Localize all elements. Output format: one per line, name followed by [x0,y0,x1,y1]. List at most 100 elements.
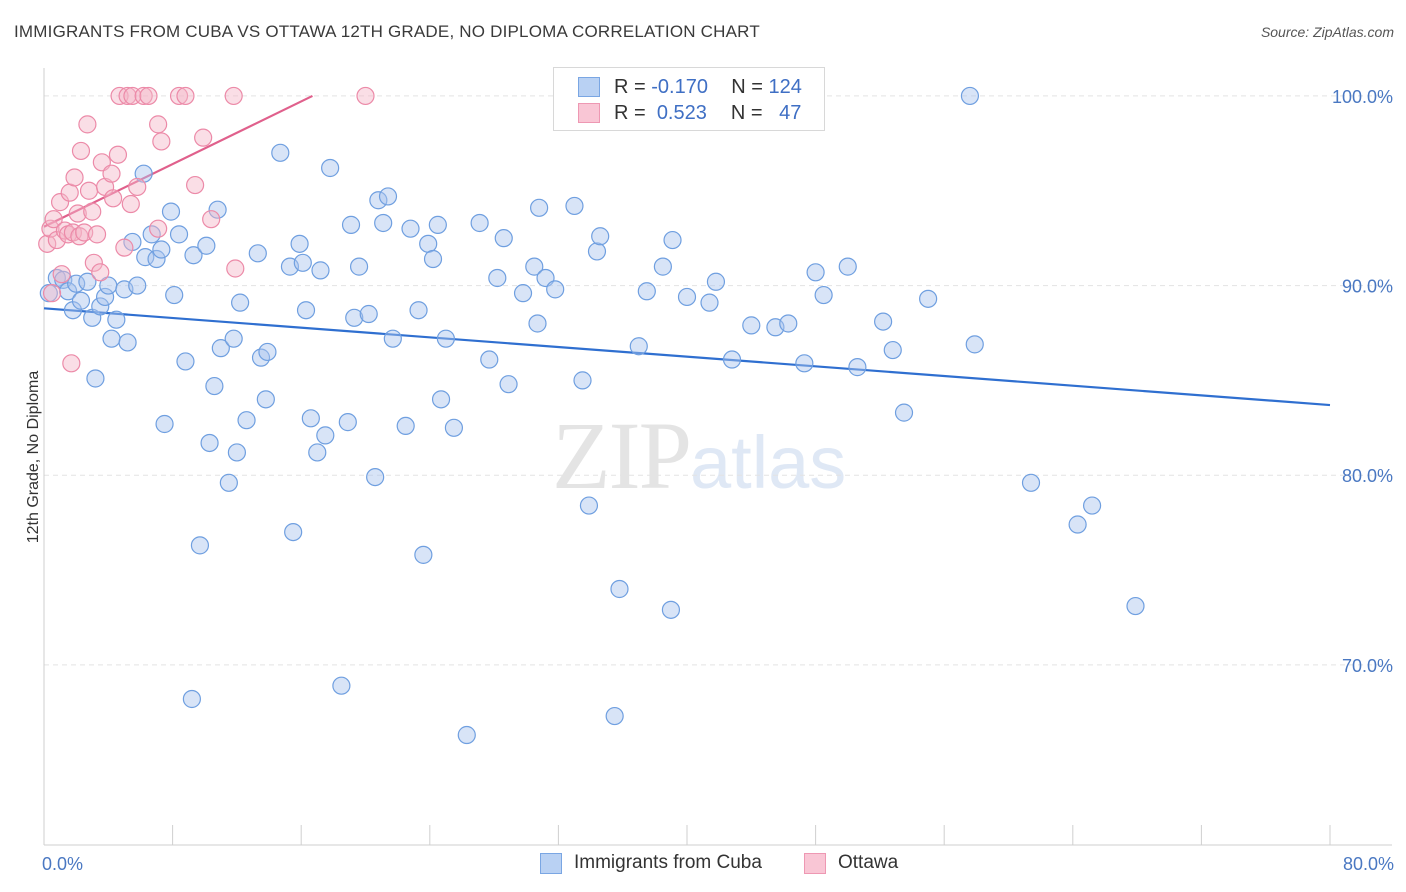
point-cuba [414,545,433,564]
trend-line-ottawa [43,94,313,228]
trend-lines [43,94,1331,407]
point-cuba [136,248,155,267]
series-swatch-cuba [540,852,562,874]
point-cuba [428,215,447,234]
point-cuba [661,600,681,619]
point-cuba [161,202,181,221]
point-cuba [383,329,402,348]
point-ottawa [149,115,168,134]
point-cuba [165,285,184,305]
point-cuba [200,433,219,453]
x-tick-label: 80.0% [1343,854,1394,874]
point-cuba [629,337,648,356]
point-cuba [338,413,357,432]
legend-n-label: N = [731,75,763,98]
point-cuba [271,143,290,162]
point-cuba [296,301,316,320]
point-cuba [480,350,499,369]
point-ottawa [52,265,71,284]
point-cuba [565,196,584,216]
point-cuba [227,443,246,462]
point-cuba [1126,596,1145,616]
point-cuba [546,280,565,299]
point-ottawa [83,202,102,221]
y-tick-label: 70.0% [1342,656,1393,676]
point-cuba [321,158,340,178]
series-legend-ottawa[interactable]: Ottawa [804,852,898,874]
point-ottawa [102,164,121,183]
point-cuba [366,468,385,487]
point-cuba [401,219,420,238]
point-cuba [224,329,243,348]
point-cuba [419,234,438,253]
point-ottawa [356,86,375,106]
point-cuba [874,312,893,331]
point-cuba [1068,515,1087,534]
point-ottawa [41,219,60,238]
source-link[interactable]: ZipAtlas.com [1313,24,1394,40]
point-cuba [513,284,533,303]
point-cuba [605,706,624,726]
point-cuba [525,257,544,276]
point-cuba [579,496,599,515]
point-cuba [409,301,428,320]
point-cuba [256,390,275,409]
point-cuba [205,376,224,396]
point-cuba [587,242,607,261]
correlation-legend: R = -0.170 N = 124 R = 0.523 N = 47 [553,67,825,131]
point-cuba [919,289,938,308]
y-tick-label: 90.0% [1342,277,1393,297]
point-cuba [345,308,364,327]
point-cuba [155,414,174,434]
point-cuba [795,354,814,373]
trend-line-cuba [43,307,1331,407]
legend-swatch-cuba [578,77,600,97]
point-cuba [86,369,105,388]
y-tick-label: 100.0% [1332,87,1393,107]
point-cuba [290,234,309,253]
point-cuba [211,339,230,358]
series-label-ottawa: Ottawa [838,852,899,873]
legend-r-label: R = [614,75,646,98]
point-cuba [444,418,464,437]
point-ottawa [91,263,110,282]
point-cuba [311,261,330,280]
legend-row-cuba: R = -0.170 N = 124 [578,75,802,99]
point-ottawa [202,210,221,229]
point-cuba [316,426,335,445]
point-cuba [219,473,238,492]
point-cuba [530,198,549,217]
point-cuba [706,272,726,291]
tick-labels: 70.0% 80.0% 90.0% 100.0% 0.0% 80.0% [42,87,1394,874]
point-cuba [423,249,443,269]
watermark-zip: ZIP [552,402,692,509]
point-cuba [208,200,227,219]
point-cuba [883,340,902,360]
point-cuba [301,409,320,428]
chart-title: IMMIGRANTS FROM CUBA VS OTTAWA 12TH GRAD… [14,22,760,41]
point-ottawa [42,284,62,303]
point-cuba [147,249,166,269]
series-legend-cuba[interactable]: Immigrants from Cuba [540,852,762,874]
point-cuba [284,522,303,542]
point-cuba [95,287,115,307]
point-cuba [894,403,914,422]
point-cuba [378,187,398,206]
point-cuba [573,371,592,390]
point-ottawa [38,234,57,253]
source-credit: Source: ZipAtlas.com [1261,24,1394,40]
y-axis-label: 12th Grade, No Diploma [25,371,42,544]
y-tick-label: 80.0% [1342,466,1393,486]
point-ottawa [68,204,87,223]
point-cuba [806,263,825,282]
point-cuba [332,676,351,695]
point-cuba [528,314,547,333]
point-cuba [396,416,415,435]
point-ottawa [115,238,134,257]
point-ottawa [79,181,99,200]
point-cuba [67,274,86,293]
point-ottawa [71,141,91,161]
point-cuba [184,246,203,265]
point-cuba [653,257,672,276]
